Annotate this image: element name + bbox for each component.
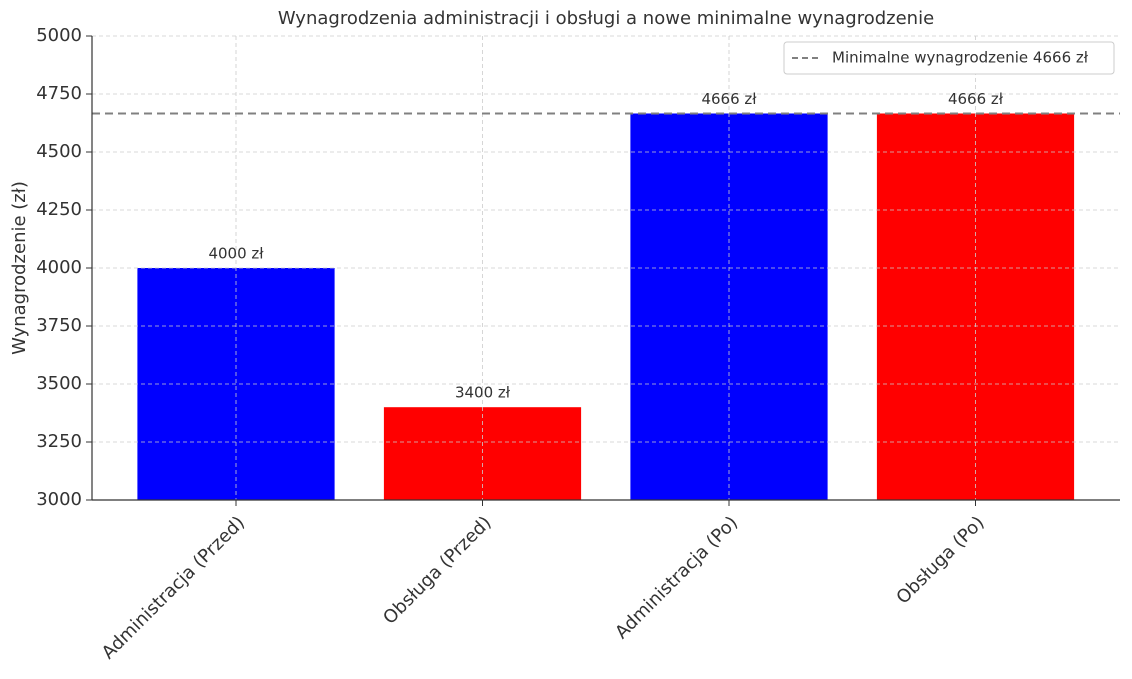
x-tick-label: Obsługa (Przed) <box>379 512 495 628</box>
x-tick-label: Obsługa (Po) <box>892 512 988 608</box>
value-label: 3400 zł <box>455 384 511 402</box>
y-axis-label: Wynagrodzenie (zł) <box>9 181 30 355</box>
y-tick-label: 3000 <box>36 489 82 510</box>
y-tick-label: 4750 <box>36 83 82 104</box>
value-label: 4000 zł <box>208 245 264 263</box>
value-label: 4666 zł <box>948 90 1004 108</box>
y-tick-label: 4250 <box>36 199 82 220</box>
legend-box <box>783 41 1115 75</box>
y-tick-label: 4000 <box>36 257 82 278</box>
y-tick-label: 3500 <box>36 373 82 394</box>
x-tick-label: Administracja (Po) <box>611 512 742 643</box>
chart-title: Wynagrodzenia administracji i obsługi a … <box>278 8 934 29</box>
y-tick-label: 5000 <box>36 25 82 46</box>
value-label: 4666 zł <box>701 90 757 108</box>
y-tick-label: 3250 <box>36 431 82 452</box>
legend-label: Minimalne wynagrodzenie 4666 zł <box>832 49 1089 67</box>
x-tick-label: Administracja (Przed) <box>98 512 249 663</box>
y-tick-label: 4500 <box>36 141 82 162</box>
y-tick-label: 3750 <box>36 315 82 336</box>
